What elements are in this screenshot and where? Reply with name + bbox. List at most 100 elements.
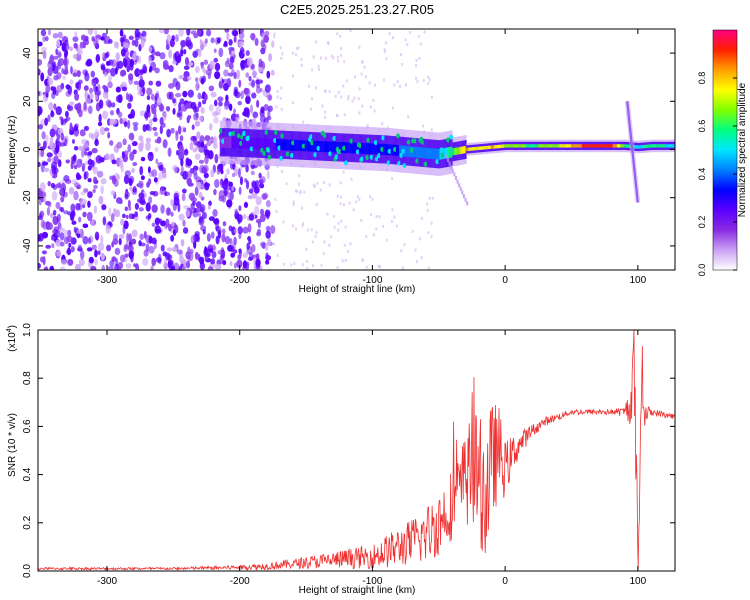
noise-blob: [162, 172, 167, 179]
signal-core: [262, 138, 264, 150]
noise-blob: [163, 29, 169, 35]
signal-core: [604, 144, 606, 148]
signal-core: [449, 147, 451, 158]
faint-speck: [322, 181, 325, 185]
noise-blob: [60, 132, 65, 141]
noise-blob: [107, 265, 114, 270]
noise-blob: [97, 250, 101, 256]
signal-core: [426, 147, 429, 159]
noise-blob: [124, 206, 129, 212]
signal-spot: [277, 145, 282, 151]
signal-core: [404, 145, 407, 157]
snr-x-tick-label: 100: [629, 576, 646, 587]
signal-core: [600, 144, 603, 148]
noise-blob: [83, 171, 87, 180]
noise-blob: [266, 170, 270, 180]
faint-speck: [303, 190, 306, 194]
noise-blob: [97, 242, 105, 251]
faint-speck: [382, 224, 385, 228]
signal-core: [371, 143, 374, 155]
signal-core: [460, 146, 463, 154]
noise-blob: [190, 197, 198, 203]
noise-blob: [182, 219, 186, 227]
signal-core: [339, 141, 342, 153]
signal-core: [602, 144, 604, 148]
noise-blob: [185, 102, 192, 109]
noise-blob: [97, 83, 101, 92]
noise-blob: [205, 252, 211, 258]
noise-blob: [151, 204, 158, 213]
noise-blob: [102, 91, 108, 99]
noise-blob: [138, 180, 144, 189]
noise-blob: [47, 157, 52, 163]
noise-blob: [73, 145, 79, 151]
noise-blob: [76, 174, 82, 180]
tail-speck: [464, 197, 467, 202]
signal-core: [406, 145, 409, 157]
noise-blob: [226, 168, 230, 175]
signal-core: [574, 144, 577, 148]
faint-speck: [368, 81, 371, 85]
faint-speck: [337, 90, 340, 94]
signal-spot: [380, 146, 385, 152]
noise-blob: [250, 170, 255, 176]
signal-core: [263, 138, 265, 150]
noise-blob: [180, 158, 184, 167]
noise-blob: [102, 216, 107, 226]
noise-blob: [179, 98, 185, 105]
faint-speck: [401, 266, 404, 270]
signal-core: [294, 139, 296, 151]
noise-blob: [226, 32, 230, 41]
faint-speck: [342, 170, 345, 174]
noise-blob: [242, 226, 249, 234]
signal-core: [599, 144, 602, 148]
faint-speck: [339, 34, 342, 38]
faint-speck: [366, 124, 369, 128]
snr-plot-area: [38, 330, 675, 571]
tail-speck: [466, 201, 469, 206]
noise-blob: [69, 101, 75, 106]
signal-core: [434, 148, 436, 160]
signal-core: [400, 145, 402, 157]
faint-speck: [313, 184, 316, 188]
noise-blob: [129, 151, 135, 161]
noise-blob: [110, 190, 116, 196]
noise-blob: [200, 77, 205, 85]
signal-core: [431, 148, 433, 160]
faint-speck: [420, 216, 423, 220]
noise-blob: [73, 226, 77, 233]
signal-core: [444, 147, 447, 159]
noise-blob: [179, 259, 185, 265]
noise-blob: [192, 165, 199, 171]
noise-blob: [72, 72, 78, 77]
noise-blob: [53, 103, 57, 111]
signal-core: [287, 139, 290, 151]
faint-speck: [375, 227, 378, 231]
signal-core: [546, 144, 549, 148]
faint-speck: [301, 206, 304, 210]
faint-speck: [280, 107, 283, 111]
signal-spot: [366, 137, 371, 143]
noise-blob: [142, 258, 149, 266]
noise-blob: [219, 163, 224, 170]
noise-blob: [47, 202, 52, 208]
noise-blob: [101, 204, 107, 211]
signal-core: [660, 144, 663, 148]
noise-blob: [148, 235, 153, 244]
noise-blob: [205, 29, 212, 37]
noise-blob: [180, 238, 185, 247]
faint-speck: [281, 169, 284, 173]
noise-blob: [102, 84, 107, 90]
signal-core: [363, 143, 365, 154]
signal-core: [376, 143, 379, 155]
noise-blob: [234, 166, 239, 175]
faint-speck: [342, 203, 345, 207]
faint-speck: [363, 65, 366, 69]
signal-spot: [387, 148, 392, 154]
noise-blob: [100, 252, 105, 261]
signal-core: [554, 144, 556, 148]
noise-blob: [217, 229, 222, 239]
noise-blob: [182, 227, 189, 234]
tail-speck: [461, 190, 464, 195]
noise-blob: [72, 54, 77, 59]
